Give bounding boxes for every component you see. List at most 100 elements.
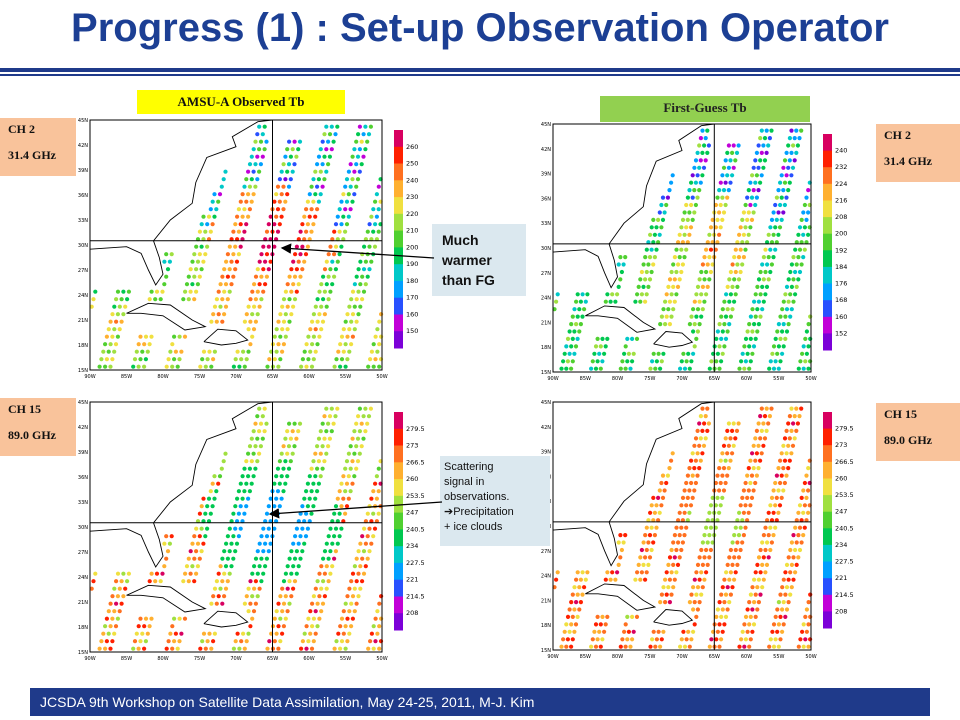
lon-tick-label: 90W [547,376,558,382]
colorbar-segment [823,250,832,268]
colorbar-label: 150 [406,327,418,335]
colorbar-segment [394,529,403,547]
colorbar-label: 273 [406,442,418,450]
lon-tick-label: 85W [580,654,591,660]
scatter-arrow [268,501,443,519]
colorbar-segment [823,511,832,529]
colorbar-segment [823,333,832,351]
colorbar-label: 240 [406,176,418,184]
colorbar-segment [823,283,832,301]
lat-tick-label: 42N [541,425,551,431]
colorbar-segment [823,150,832,168]
coastline [552,123,715,348]
colorbar-label: 200 [835,230,847,238]
lat-tick-label: 27N [541,549,551,555]
colorbar-label: 230 [406,193,418,201]
lon-tick-label: 75W [644,654,655,660]
lat-tick-label: 24N [541,574,551,580]
swath-layer [89,124,384,369]
colorbar-label: 232 [835,163,847,171]
colorbar-label: 273 [835,441,847,449]
scatter-line-3: observations. [444,491,510,503]
colorbar-segment [823,134,832,152]
colorbar-segment [823,611,832,629]
colorbar-segment [394,462,403,480]
lon-tick-label: 85W [121,656,132,662]
colorbar-segment [823,478,832,496]
colorbar-segment [823,428,832,446]
lon-tick-label: 65W [267,656,278,662]
lat-tick-label: 33N [78,218,88,224]
colorbar-segment [823,200,832,218]
coastline [552,401,715,626]
colorbar-label: 214.5 [835,591,854,599]
lat-tick-label: 15N [541,648,551,654]
colorbar-segment [823,266,832,284]
lat-tick-label: 18N [541,623,551,629]
colorbar-segment [394,280,403,299]
lon-tick-label: 50W [805,376,816,382]
colorbar-label: 260 [406,143,418,151]
colorbar-label: 247 [406,509,418,517]
colorbar-label: 160 [406,311,418,319]
colorbar-label: 260 [406,475,418,483]
colorbar-segment [823,561,832,579]
lat-tick-label: 33N [78,500,88,506]
colorbar-segment [823,445,832,463]
ch15-label-left: CH 15 89.0 GHz [0,398,76,456]
scatter-line-5: + ice clouds [444,521,503,533]
lat-tick-label: 24N [78,575,88,581]
colorbar-label: 240 [835,147,847,155]
obs-panel-header: AMSU-A Observed Tb [137,90,345,114]
lon-tick-label: 75W [194,374,205,380]
lat-tick-label: 21N [541,320,551,326]
colorbar-segment [394,512,403,530]
lon-tick-label: 55W [340,656,351,662]
colorbar-label: 190 [406,260,418,268]
colorbar-label: 224 [835,180,847,188]
lat-tick-label: 39N [78,168,88,174]
colorbar-label: 152 [835,329,847,337]
warmer-callout: Much warmer than FG [432,224,526,296]
lat-tick-label: 21N [78,318,88,324]
colorbar-label: 160 [835,313,847,321]
lat-tick-label: 18N [78,343,88,349]
colorbar-label: 279.5 [406,425,425,433]
ch15-label-right: CH 15 89.0 GHz [876,403,960,461]
lon-tick-label: 80W [612,654,623,660]
lon-tick-label: 70W [676,654,687,660]
colorbar-label: 234 [406,542,418,550]
scatter-callout: Scattering signal in observations. ➔Prec… [440,456,550,546]
colorbar-segment [823,183,832,201]
lat-tick-label: 21N [541,598,551,604]
colorbar-segment [394,428,403,447]
colorbar-label: 200 [406,243,418,251]
colorbar-segment [394,331,403,349]
colorbar-segment [394,412,403,430]
colorbar-label: 260 [835,475,847,483]
colorbar-label: 221 [406,576,418,584]
warmer-callout-text: Much warmer than FG [442,232,495,288]
lon-tick-label: 55W [340,374,351,380]
lat-tick-label: 36N [541,196,551,202]
fg-panel-header: First-Guess Tb [600,96,810,122]
colorbar-segment [823,233,832,251]
colorbar-segment [823,300,832,318]
scatter-line-4: ➔Precipitation [444,506,514,518]
colorbar-label: 208 [835,607,847,615]
lat-tick-label: 21N [78,600,88,606]
colorbar-label: 266.5 [406,458,425,466]
colorbar-segment [823,461,832,479]
lon-tick-label: 90W [84,656,95,662]
lon-tick-label: 70W [230,374,241,380]
ch2-name: CH 2 [8,122,35,136]
colorbar-label: 180 [406,277,418,285]
colorbar-label: 214.5 [406,593,425,601]
lat-tick-label: 45N [78,400,88,406]
colorbar-label: 216 [835,197,847,205]
lat-tick-label: 30N [78,243,88,249]
colorbar-label: 176 [835,280,847,288]
colorbar-segment [394,146,403,165]
colorbar-label: 210 [406,227,418,235]
